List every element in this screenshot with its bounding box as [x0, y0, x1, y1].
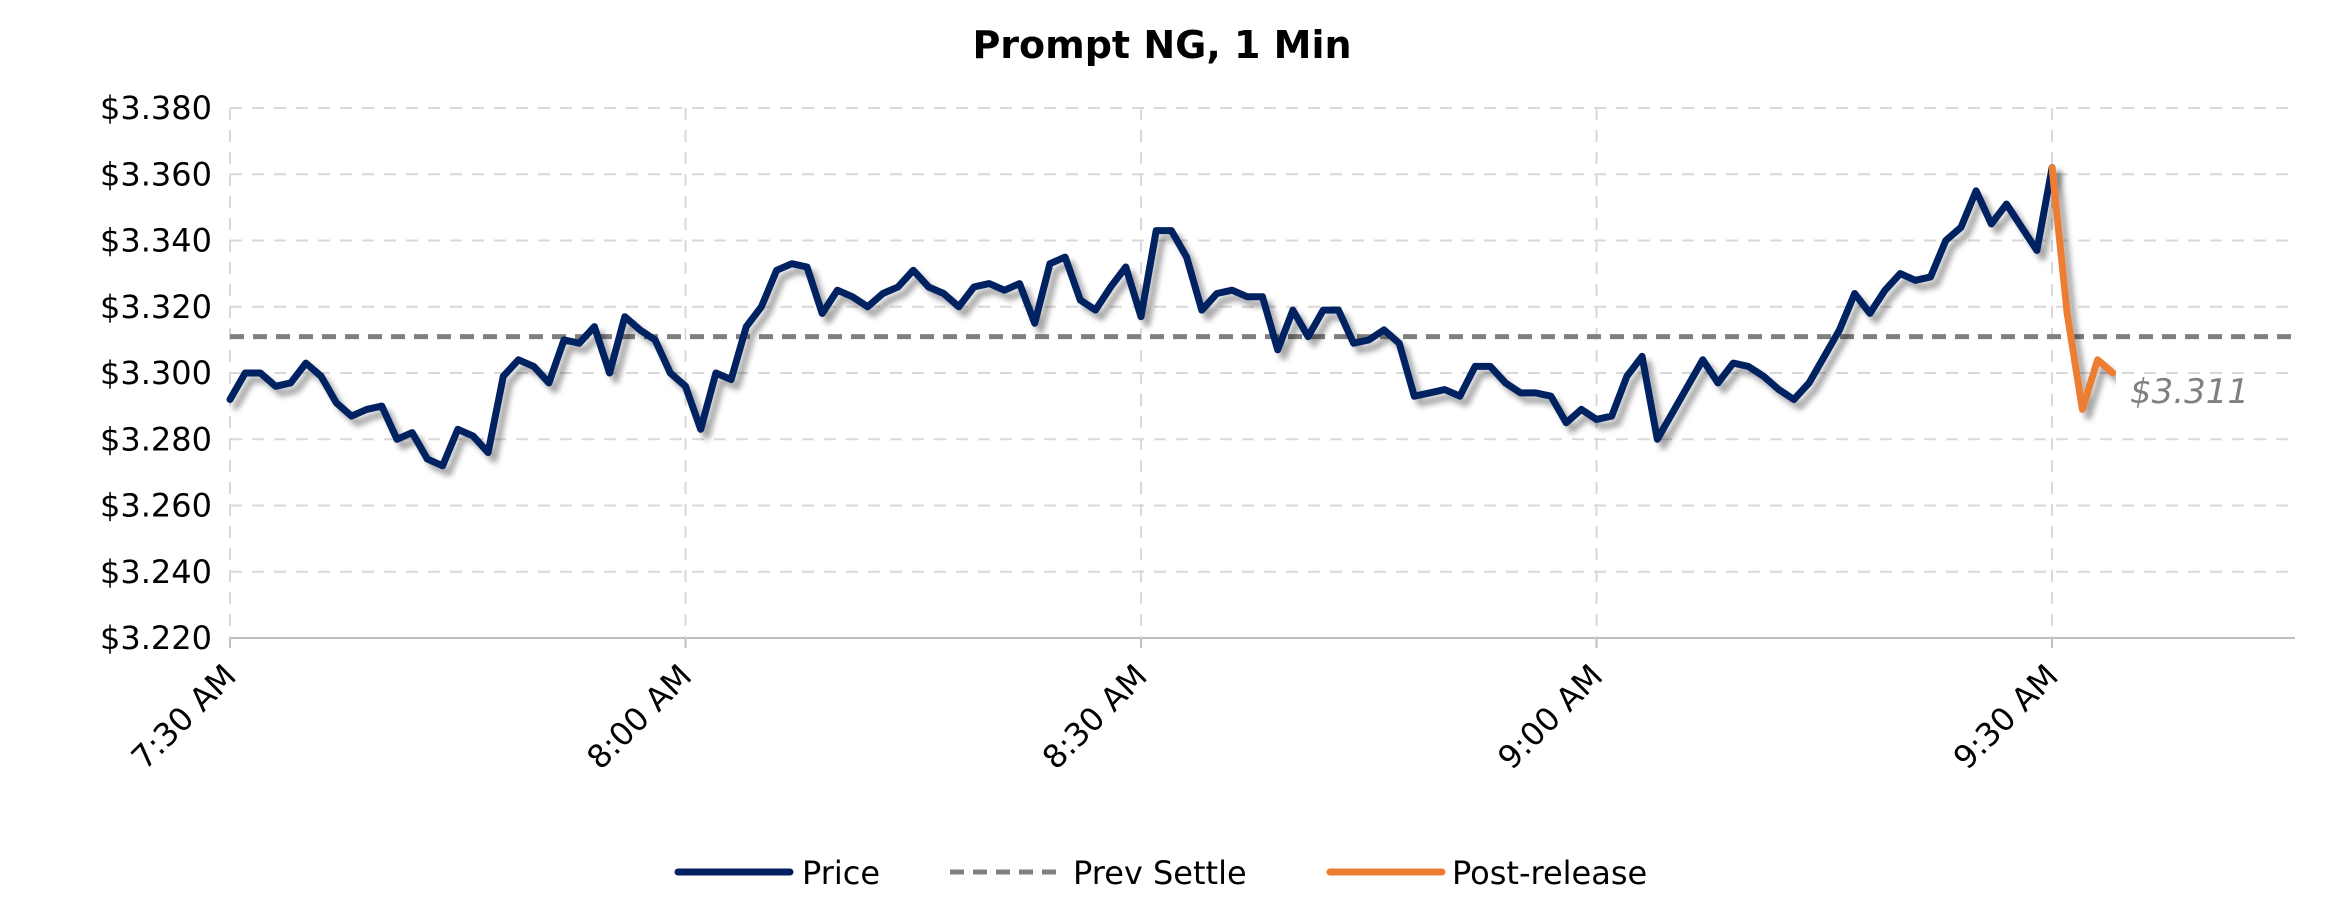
legend-label-price: Price	[802, 854, 880, 892]
x-tick-label: 9:00 AM	[1490, 657, 1610, 777]
y-tick-label: $3.240	[100, 553, 212, 591]
legend: Price Prev Settle Post-release	[674, 854, 1647, 892]
y-tick-label: $3.360	[100, 155, 212, 193]
y-axis: $3.220 $3.240 $3.260 $3.280 $3.300 $3.320 $3.3…	[100, 89, 212, 657]
y-tick-label: $3.280	[100, 420, 212, 458]
legend-item-price[interactable]: Price	[674, 854, 880, 892]
y-tick-label: $3.320	[100, 288, 212, 326]
x-tick-label: 8:00 AM	[579, 657, 699, 777]
legend-item-post-release[interactable]: Post-release	[1326, 854, 1647, 892]
y-tick-label: $3.220	[100, 619, 212, 657]
legend-label-prev-settle: Prev Settle	[1073, 854, 1247, 892]
y-tick-label: $3.260	[100, 487, 212, 525]
prev-settle-annotation: $3.311	[2130, 372, 2249, 412]
x-axis: 7:30 AM 8:00 AM 8:30 AM 9:00 AM 9:30 AM	[124, 657, 2066, 777]
x-tick-label: 8:30 AM	[1035, 657, 1155, 777]
x-tick-label: 9:30 AM	[1946, 657, 2066, 777]
y-tick-label: $3.340	[100, 222, 212, 260]
y-tick-label: $3.300	[100, 354, 212, 392]
legend-label-post-release: Post-release	[1452, 854, 1647, 892]
y-tick-label: $3.380	[100, 89, 212, 127]
chart-title: Prompt NG, 1 Min	[972, 23, 1351, 67]
legend-item-prev-settle[interactable]: Prev Settle	[950, 854, 1247, 892]
series-layer	[226, 164, 2296, 470]
x-tick-label: 7:30 AM	[124, 657, 244, 777]
